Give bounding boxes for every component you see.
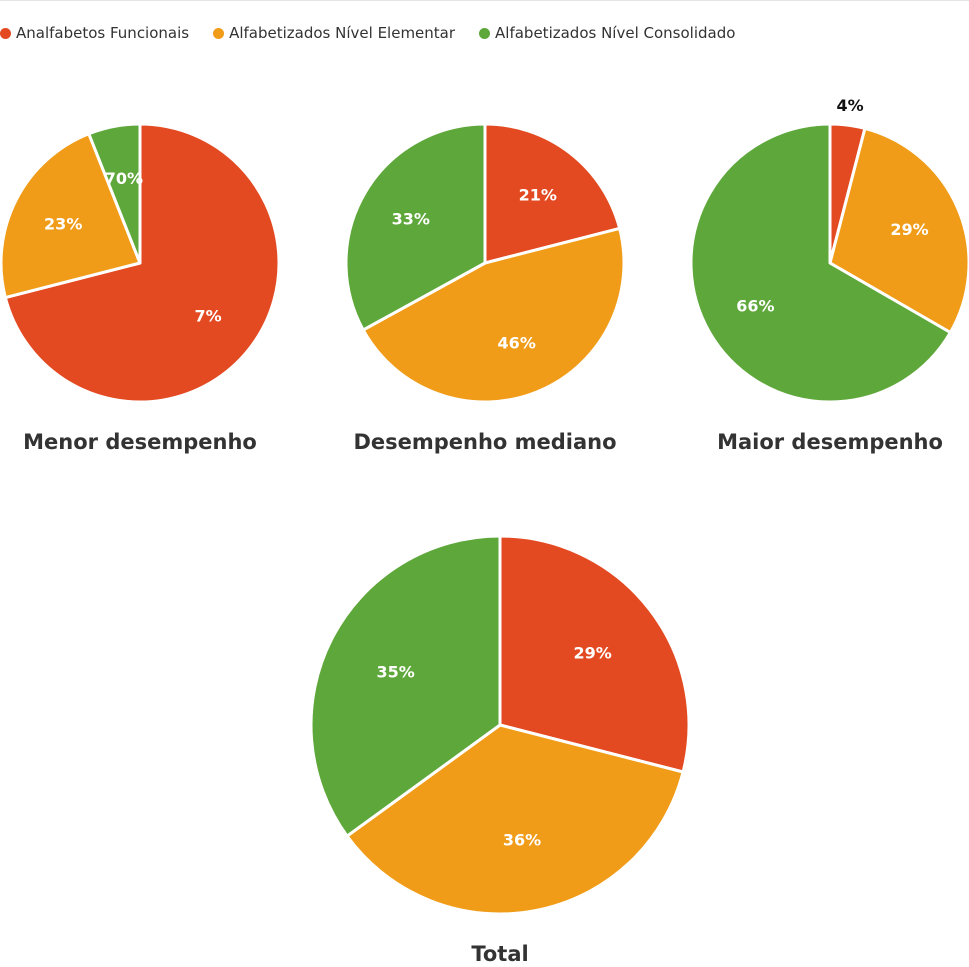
pie-slice-alfabetizados-nivel-consolidado[interactable]	[344, 122, 487, 332]
pie-slice-label: 7%	[195, 306, 222, 325]
pie-slice-analfabetos-funcionais[interactable]	[3, 122, 281, 404]
pie-slice-label: 46%	[498, 334, 536, 353]
pie-slice-label: 70%	[105, 169, 143, 188]
pie-slice-alfabetizados-nivel-elementar[interactable]	[361, 226, 626, 404]
pie-slice-label: 66%	[736, 297, 774, 316]
pie-slice-label: 23%	[44, 214, 82, 233]
legend-swatch-icon	[479, 27, 491, 39]
chart-title: Maior desempenho	[717, 430, 943, 454]
legend-label: Alfabetizados Nível Elementar	[229, 24, 456, 42]
chart-title: Total	[471, 942, 528, 966]
pie-slice-alfabetizados-nivel-elementar[interactable]	[0, 132, 142, 300]
pie-chart-menor-desempenho: 7% 23% 70% Menor desempenho	[0, 122, 281, 454]
pie-slice-label: 4%	[837, 96, 864, 115]
pie-slice-label: 33%	[392, 210, 430, 229]
chart-title: Desempenho mediano	[353, 430, 616, 454]
pie-slice-label: 29%	[573, 644, 611, 663]
top-divider	[0, 0, 969, 1]
pie-slice-label: 21%	[519, 185, 557, 204]
pie-chart-maior-desempenho: 4% 29% 66% Maior desempenho	[689, 96, 969, 454]
legend-item-analfabetos[interactable]: Analfabetos Funcionais	[0, 24, 189, 42]
legend-item-consolidado[interactable]: Alfabetizados Nível Consolidado	[479, 24, 735, 42]
chart-legend: Analfabetos Funcionais Alfabetizados Nív…	[0, 22, 759, 44]
chart-title: Menor desempenho	[23, 430, 257, 454]
pie-slice-alfabetizados-nivel-elementar[interactable]	[345, 723, 685, 916]
pie-slice-label: 36%	[503, 831, 541, 850]
pie-chart-desempenho-mediano: 21% 46% 33% Desempenho mediano	[344, 122, 626, 454]
legend-item-elementar[interactable]: Alfabetizados Nível Elementar	[213, 24, 455, 42]
pie-slice-alfabetizados-nivel-consolidado[interactable]	[309, 534, 502, 838]
pie-slice-analfabetos-funcionais[interactable]	[483, 122, 622, 265]
pie-slice-analfabetos-funcionais[interactable]	[498, 534, 691, 774]
legend-label: Analfabetos Funcionais	[16, 24, 190, 42]
pie-slice-label: 29%	[890, 220, 928, 239]
pie-chart-total: 29% 36% 35% Total	[309, 534, 691, 966]
legend-swatch-icon	[0, 27, 11, 39]
pie-slice-alfabetizados-nivel-consolidado[interactable]	[689, 122, 952, 404]
pie-slice-label: 35%	[376, 662, 414, 681]
legend-swatch-icon	[213, 27, 225, 39]
pie-slice-alfabetizados-nivel-consolidado[interactable]	[87, 122, 142, 265]
legend-label: Alfabetizados Nível Consolidado	[495, 24, 736, 42]
